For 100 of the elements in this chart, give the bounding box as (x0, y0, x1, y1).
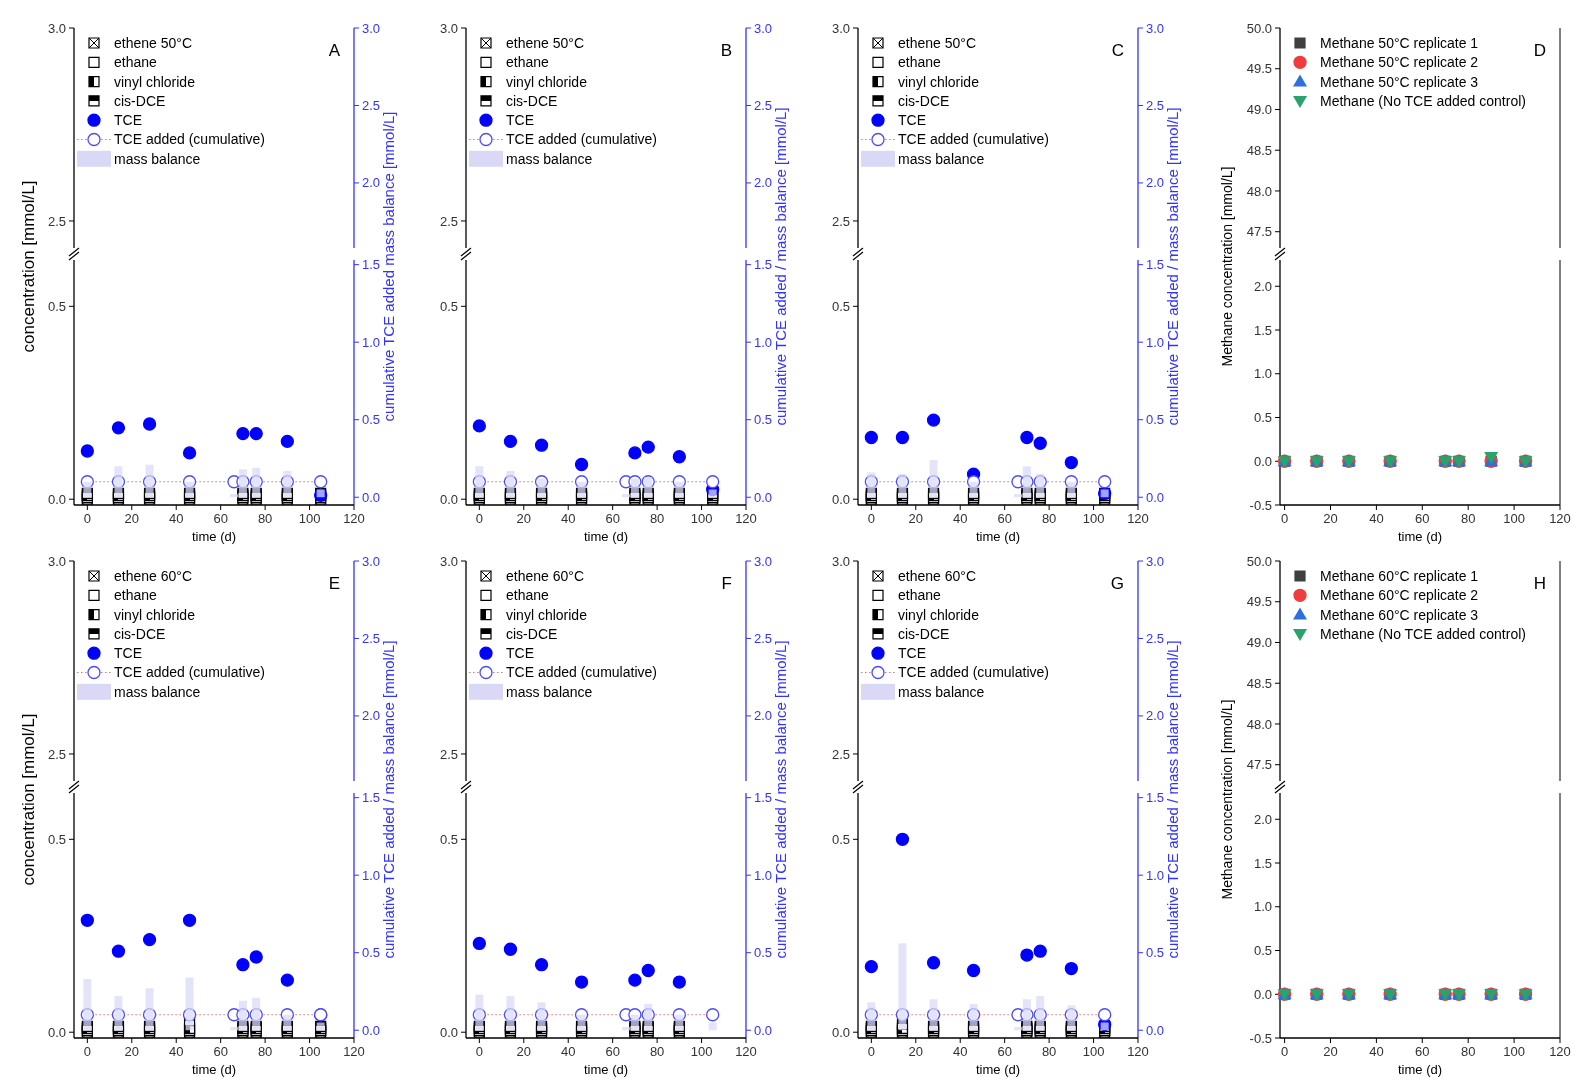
y2-tick-label: 1.5 (362, 257, 381, 273)
x-tick-label: 120 (1127, 511, 1149, 526)
y-tick-label: 0.0 (831, 491, 850, 507)
y-tick-label: 0.5 (47, 831, 66, 847)
legend-label: Methane 50°C replicate 3 (1320, 73, 1479, 90)
legend-label: ethane (114, 54, 158, 71)
x-tick-label: 80 (1460, 511, 1476, 526)
x-tick-label: 100 (690, 511, 713, 526)
y2-tick-label: 2.5 (1146, 631, 1165, 647)
x-tick-label: 60 (213, 511, 228, 526)
x-axis-title: time (d) (191, 1062, 237, 1077)
y2-tick-label: 3.0 (754, 20, 773, 36)
x-tick-label: 40 (1369, 1044, 1384, 1059)
y-tick-label: 1.5 (1253, 322, 1272, 338)
legend-label: TCE (898, 112, 926, 129)
x-tick-label: 120 (343, 511, 365, 526)
y2-tick-label: 2.5 (362, 631, 381, 647)
x-tick-label: 20 (1323, 511, 1338, 526)
x-tick-label: 20 (516, 1044, 532, 1059)
y-tick-label: 0.5 (831, 298, 850, 314)
y2-tick-label: 2.0 (1146, 175, 1165, 191)
y-tick-label: 0.5 (1253, 410, 1272, 426)
x-tick-label: 60 (997, 511, 1012, 526)
y-axis-title: concentration [mmol/L] (19, 713, 38, 886)
legend-label: mass balance (898, 150, 985, 167)
y2-axis-title: cumulative TCE added / mass balance [mmol/L] (772, 640, 789, 959)
y-tick-label: 3.0 (831, 20, 850, 36)
annotation: C (1111, 41, 1124, 60)
legend-label: vinyl chloride (506, 73, 588, 90)
y2-tick-label: 0.0 (754, 1022, 773, 1038)
y2-axis-title: cumulative TCE added / mass balance [mmol/L] (772, 107, 789, 426)
legend-label: Methane 60°C replicate 2 (1320, 587, 1479, 604)
x-tick-label: 80 (257, 511, 273, 526)
x-tick-label: 100 (1082, 1044, 1105, 1059)
legend-label: Methane (No TCE added control) (1320, 92, 1526, 109)
y2-tick-label: 0.0 (362, 489, 381, 505)
x-tick-label: 60 (1415, 511, 1430, 526)
legend-label: vinyl chloride (898, 606, 980, 623)
y-tick-label: 1.0 (1253, 366, 1272, 382)
y-tick-label: 3.0 (439, 553, 458, 569)
x-tick-label: 0 (867, 511, 875, 526)
x-tick-label: 0 (83, 511, 91, 526)
x-tick-label: 60 (605, 511, 620, 526)
x-tick-label: 20 (908, 1044, 924, 1059)
x-tick-label: 80 (649, 511, 665, 526)
y-tick-label: 1.0 (1253, 899, 1272, 915)
legend-label: ethene 50°C (898, 34, 976, 51)
legend-label: vinyl chloride (114, 73, 196, 90)
legend-label: mass balance (114, 683, 201, 700)
legend-label: mass balance (114, 150, 201, 167)
x-tick-label: 80 (1460, 1044, 1476, 1059)
y2-tick-label: 0.5 (1146, 945, 1165, 961)
x-tick-label: 100 (1503, 1044, 1525, 1059)
y2-tick-label: 1.0 (754, 867, 773, 883)
y2-tick-label: 1.0 (1146, 334, 1165, 350)
y-tick-label: 2.5 (439, 213, 458, 229)
y2-tick-label: 2.0 (754, 175, 773, 191)
x-tick-label: 60 (213, 1044, 228, 1059)
y-axis-title: concentration [mmol/L] (19, 180, 38, 353)
y-tick-label: 2.5 (831, 746, 850, 762)
y2-tick-label: 0.5 (754, 945, 773, 961)
x-axis-title: time (d) (1397, 529, 1443, 544)
legend-label: ethane (506, 587, 550, 604)
y-tick-label: 47.5 (1246, 757, 1272, 773)
legend-label: ethene 50°C (114, 34, 192, 51)
legend-label: TCE (114, 645, 142, 662)
legend-label: TCE added (cumulative) (114, 664, 265, 681)
x-axis-title: time (d) (975, 529, 1021, 544)
y-tick-label: -0.5 (1249, 1030, 1272, 1046)
y2-tick-label: 0.0 (754, 489, 773, 505)
legend-label: ethane (898, 54, 942, 71)
y-axis-title: Methane concentration [mmol/L] (1219, 166, 1235, 367)
x-tick-label: 0 (867, 1044, 875, 1059)
x-tick-label: 80 (257, 1044, 273, 1059)
x-tick-label: 100 (690, 1044, 713, 1059)
annotation: B (720, 41, 732, 60)
legend-label: ethane (898, 587, 942, 604)
x-tick-label: 40 (560, 511, 576, 526)
y2-tick-label: 0.5 (362, 945, 381, 961)
legend-label: TCE added (cumulative) (506, 131, 657, 148)
legend-label: cis-DCE (898, 92, 950, 109)
y-tick-label: 49.0 (1246, 635, 1272, 651)
y-tick-label: 49.5 (1246, 594, 1272, 610)
y-tick-label: 2.0 (1253, 811, 1272, 827)
y-tick-label: 47.5 (1246, 224, 1272, 240)
y2-tick-label: 2.0 (362, 175, 381, 191)
x-tick-label: 20 (908, 511, 924, 526)
annotation: G (1110, 574, 1124, 593)
y2-tick-label: 3.0 (754, 553, 773, 569)
legend-label: cis-DCE (114, 92, 166, 109)
y-tick-label: 49.5 (1246, 61, 1272, 77)
x-axis-title: time (d) (583, 529, 629, 544)
legend-label: Methane 60°C replicate 1 (1320, 567, 1479, 584)
x-tick-label: 120 (1127, 1044, 1149, 1059)
x-tick-label: 120 (735, 1044, 757, 1059)
y-tick-label: 0.5 (439, 831, 458, 847)
y-tick-label: 2.5 (47, 746, 66, 762)
x-tick-label: 40 (952, 511, 968, 526)
x-tick-label: 20 (1323, 1044, 1338, 1059)
x-tick-label: 80 (1041, 511, 1057, 526)
